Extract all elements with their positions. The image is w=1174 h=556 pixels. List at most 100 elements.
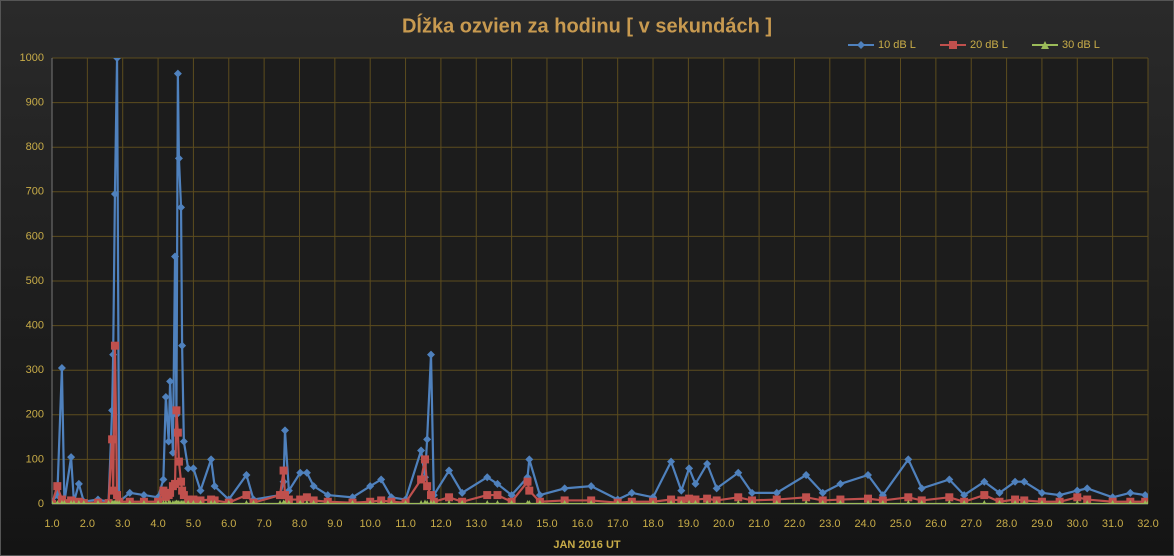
data-point — [703, 494, 712, 503]
y-tick-label: 500 — [26, 275, 44, 287]
data-point — [189, 495, 198, 504]
x-tick-label: 11.0 — [395, 518, 416, 530]
data-point — [703, 459, 712, 468]
data-point — [525, 455, 534, 464]
data-point — [57, 363, 66, 372]
data-point — [425, 500, 430, 504]
x-tick-label: 9.0 — [327, 518, 342, 530]
data-point — [1013, 500, 1018, 504]
data-point — [838, 500, 843, 504]
x-tick-label: 5.0 — [186, 518, 201, 530]
data-point — [110, 341, 119, 350]
data-point — [117, 500, 122, 504]
legend: 10 dB L 20 dB L 30 dB L — [848, 39, 1100, 51]
data-point — [186, 500, 191, 504]
x-tick-label: 25.0 — [890, 518, 911, 530]
data-point — [651, 500, 656, 504]
data-point — [677, 486, 686, 495]
data-point — [980, 477, 989, 486]
legend-label: 30 dB L — [1062, 39, 1100, 51]
x-tick-label: 15.0 — [536, 518, 557, 530]
data-point — [919, 500, 924, 504]
data-point — [242, 471, 251, 480]
data-point — [55, 500, 60, 504]
data-point — [419, 500, 424, 504]
data-point — [947, 500, 952, 504]
y-tick-label: 800 — [26, 141, 44, 153]
data-point — [113, 491, 122, 500]
data-point — [945, 475, 954, 484]
data-point — [525, 486, 534, 495]
data-point — [168, 500, 173, 504]
data-point — [904, 493, 913, 502]
data-point — [667, 495, 676, 504]
data-point — [184, 464, 193, 473]
data-point — [178, 341, 187, 350]
data-point — [629, 500, 634, 504]
data-point — [429, 500, 434, 504]
data-point — [687, 500, 692, 504]
data-point — [431, 500, 436, 504]
y-tick-label: 100 — [26, 453, 44, 465]
data-point — [74, 479, 83, 488]
data-point — [302, 493, 311, 502]
x-tick-label: 22.0 — [784, 518, 805, 530]
data-point — [174, 457, 183, 466]
data-point — [173, 428, 182, 437]
data-point — [196, 486, 205, 495]
data-point — [171, 479, 180, 488]
x-tick-label: 31.0 — [1102, 518, 1123, 530]
legend-marker — [857, 41, 865, 49]
data-point — [820, 500, 825, 504]
data-point — [304, 500, 309, 504]
x-tick-label: 32.0 — [1137, 518, 1158, 530]
data-point — [1128, 500, 1133, 504]
data-point — [669, 500, 674, 504]
data-point — [495, 500, 500, 504]
data-point — [527, 500, 532, 504]
x-tick-label: 24.0 — [854, 518, 875, 530]
data-point — [166, 377, 175, 386]
data-point — [417, 475, 426, 484]
data-point — [615, 500, 620, 504]
data-point — [212, 500, 217, 504]
data-point — [691, 495, 700, 504]
data-point — [1075, 500, 1080, 504]
data-point — [1055, 491, 1064, 500]
x-tick-label: 8.0 — [292, 518, 307, 530]
data-point — [209, 500, 214, 504]
data-point — [523, 477, 532, 486]
x-tick-label: 26.0 — [925, 518, 946, 530]
data-point — [917, 484, 926, 493]
data-point — [962, 500, 967, 504]
data-point — [1110, 500, 1115, 504]
data-point — [863, 471, 872, 480]
data-point — [1146, 500, 1148, 504]
plot-layer — [52, 58, 1148, 504]
x-tick-label: 27.0 — [961, 518, 982, 530]
data-point — [712, 484, 721, 493]
data-point — [141, 500, 146, 504]
data-point — [836, 495, 845, 504]
data-point — [507, 491, 516, 500]
data-point — [172, 406, 181, 415]
data-point — [587, 482, 596, 491]
data-point — [166, 488, 175, 497]
data-point — [705, 500, 710, 504]
data-point — [427, 350, 436, 359]
legend-marker — [949, 41, 957, 49]
data-point — [207, 455, 216, 464]
data-point — [284, 495, 293, 504]
data-point — [242, 491, 251, 500]
x-tick-label: 2.0 — [80, 518, 95, 530]
data-point — [389, 500, 394, 504]
data-point — [691, 479, 700, 488]
data-point — [226, 500, 231, 504]
data-point — [865, 500, 870, 504]
data-point — [177, 477, 186, 486]
data-point — [95, 500, 100, 504]
data-point — [906, 500, 911, 504]
data-point — [493, 491, 502, 500]
data-point — [286, 500, 291, 504]
data-point — [863, 494, 872, 503]
